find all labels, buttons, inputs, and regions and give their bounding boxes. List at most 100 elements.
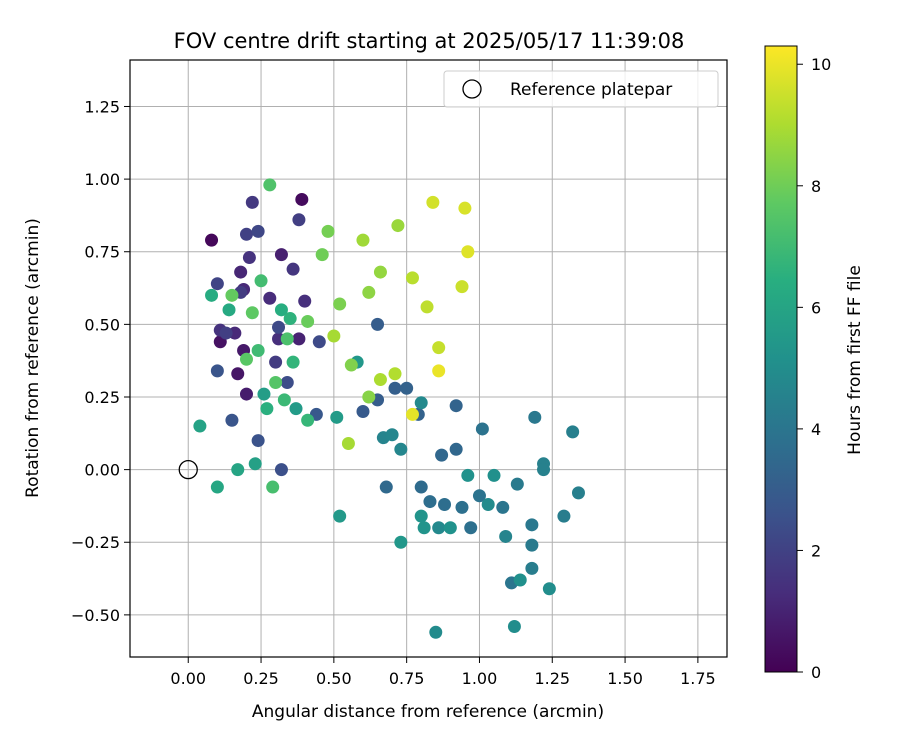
data-point [400, 381, 414, 395]
data-point [333, 509, 347, 523]
data-point [344, 358, 358, 372]
x-tick-label: 1.25 [534, 669, 570, 688]
colorbar [764, 45, 798, 673]
data-point [333, 297, 347, 311]
data-point [423, 495, 437, 509]
y-tick-label: 1.25 [84, 97, 120, 116]
data-point [286, 262, 300, 276]
data-point [245, 195, 259, 209]
data-point [298, 294, 312, 308]
data-point [280, 375, 294, 389]
data-point [219, 326, 233, 340]
data-point [341, 436, 355, 450]
data-point [432, 521, 446, 535]
chart-title: FOV centre drift starting at 2025/05/17 … [174, 29, 685, 53]
data-point [245, 306, 259, 320]
data-point [222, 303, 236, 317]
data-point [286, 355, 300, 369]
data-point [379, 480, 393, 494]
data-point [248, 457, 262, 471]
data-point [525, 538, 539, 552]
data-point [272, 320, 286, 334]
data-point [295, 192, 309, 206]
colorbar-label: Hours from first FF file [845, 265, 865, 455]
data-point [472, 489, 486, 503]
data-point [225, 288, 239, 302]
data-point [391, 219, 405, 233]
data-point [537, 463, 551, 477]
data-point [525, 518, 539, 532]
data-point [496, 500, 510, 514]
data-point [321, 224, 335, 238]
legend-box [443, 70, 719, 108]
data-point [239, 352, 253, 366]
colorbar-tick-label: 0 [811, 663, 821, 682]
data-point [507, 619, 521, 633]
y-axis-label: Rotation from reference (arcmin) [23, 218, 43, 498]
data-point [231, 463, 245, 477]
data-point [239, 387, 253, 401]
data-point [205, 288, 219, 302]
data-point [571, 486, 585, 500]
data-point [487, 468, 501, 482]
data-point [277, 393, 291, 407]
data-point [557, 509, 571, 523]
x-axis-ticks: 0.00 0.25 0.50 0.75 1.00 1.25 1.50 1.75 [170, 657, 716, 688]
y-tick-label: 0.25 [84, 388, 120, 407]
data-point [455, 280, 469, 294]
legend: Reference platepar [443, 70, 719, 108]
data-point [464, 521, 478, 535]
data-point [405, 271, 419, 285]
data-point [251, 434, 265, 448]
data-point [274, 303, 288, 317]
x-axis-label: Angular distance from reference (arcmin) [252, 702, 604, 722]
data-point [432, 364, 446, 378]
data-point [513, 573, 527, 587]
data-point [417, 521, 431, 535]
plot-area [130, 60, 727, 657]
data-point [458, 201, 472, 215]
data-point [388, 381, 402, 395]
y-tick-label: 0.00 [84, 461, 120, 480]
data-point [414, 396, 428, 410]
data-point [414, 509, 428, 523]
data-point [455, 500, 469, 514]
data-point [432, 341, 446, 355]
data-point [525, 561, 539, 575]
data-point [301, 314, 315, 328]
data-point [385, 428, 399, 442]
y-tick-label: 1.00 [84, 170, 120, 189]
data-point [394, 535, 408, 549]
data-point [312, 335, 326, 349]
data-point [426, 195, 440, 209]
x-tick-label: 1.50 [607, 669, 643, 688]
data-point [269, 375, 283, 389]
data-point [429, 625, 443, 639]
data-point [566, 425, 580, 439]
data-point [231, 367, 245, 381]
data-point [373, 265, 387, 279]
data-point [371, 317, 385, 331]
data-point [362, 285, 376, 299]
plot-frame [129, 59, 728, 658]
data-point [499, 529, 513, 543]
data-point [263, 178, 277, 192]
data-point [269, 355, 283, 369]
data-point [435, 448, 449, 462]
x-tick-label: 0.75 [389, 669, 425, 688]
data-point [234, 265, 248, 279]
data-point [405, 407, 419, 421]
legend-label: Reference platepar [510, 80, 672, 100]
data-point [449, 442, 463, 456]
data-point [528, 410, 542, 424]
data-point [254, 274, 268, 288]
colorbar-tick-label: 6 [811, 298, 821, 317]
data-point [225, 413, 239, 427]
data-point [193, 419, 207, 433]
y-tick-label: −0.50 [71, 606, 120, 625]
data-point [362, 390, 376, 404]
colorbar-tick-label: 4 [811, 420, 821, 439]
data-point [251, 344, 265, 358]
colorbar-ticks: 0 2 4 6 8 10 [797, 55, 831, 682]
